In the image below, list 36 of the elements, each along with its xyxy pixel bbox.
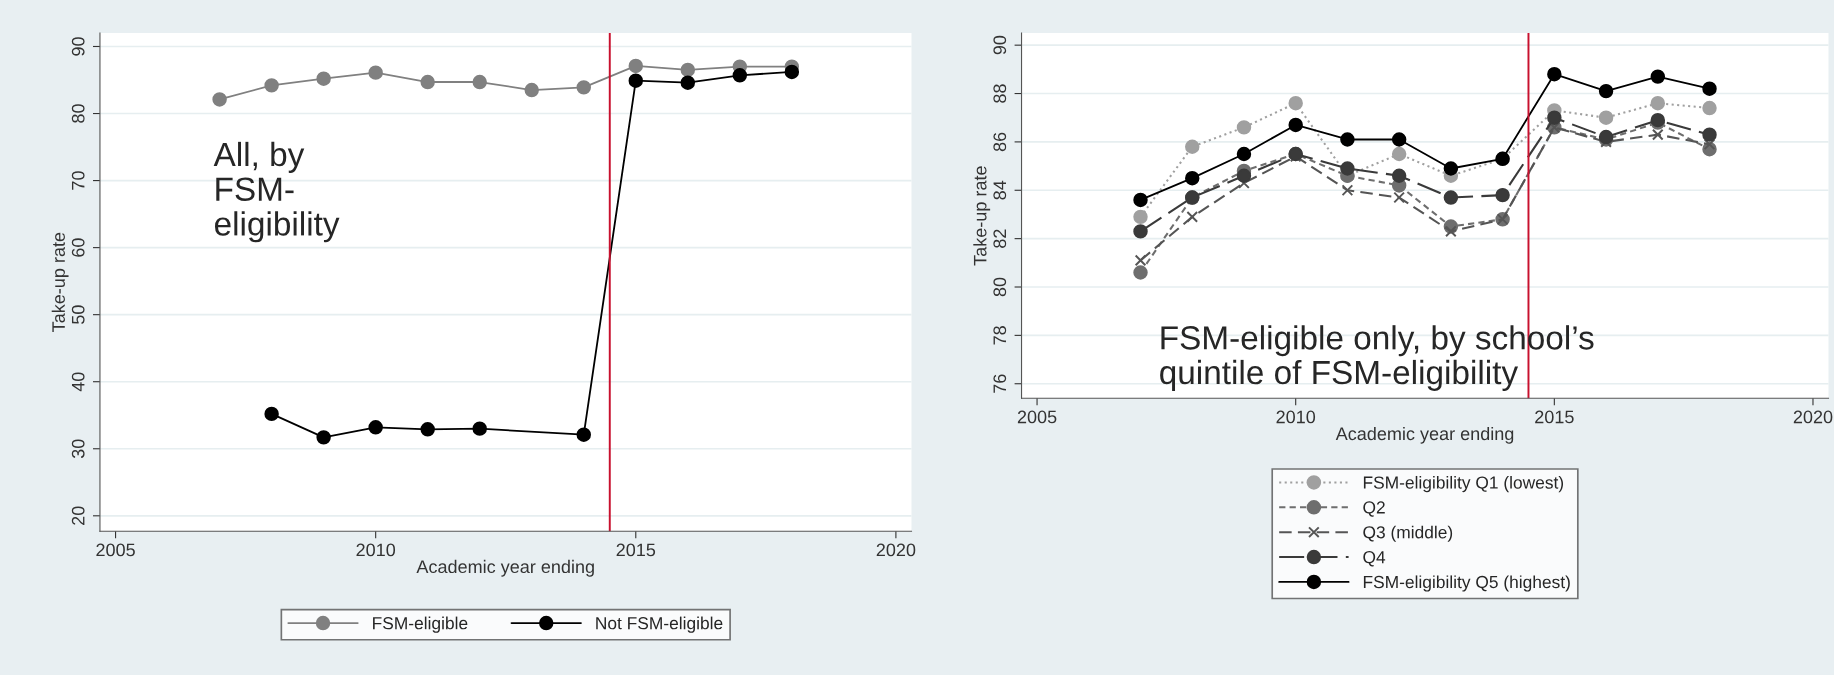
- x-tick-label: 2010: [1276, 410, 1316, 424]
- y-tick-label: 88: [993, 84, 1007, 103]
- x-tick-label: 2005: [1017, 410, 1057, 424]
- x-tick-label: 2015: [1535, 410, 1574, 424]
- y-tick-label: 20: [71, 506, 85, 525]
- y-tick-label: 50: [71, 305, 85, 324]
- y-axis-title: Take-up rate: [51, 232, 69, 332]
- x-tick-label: 2005: [96, 543, 135, 557]
- x-axis-title: Academic year ending: [416, 559, 594, 577]
- y-tick-label: 30: [71, 439, 85, 459]
- y-tick-label: 80: [993, 277, 1007, 297]
- y-tick-label: 80: [71, 104, 85, 123]
- legend-label: Not FSM-eligible: [596, 616, 723, 633]
- y-tick-label: 82: [993, 229, 1007, 248]
- y-tick-label: 76: [993, 374, 1007, 393]
- y-tick-label: 78: [993, 326, 1007, 345]
- y-tick-label: 86: [993, 132, 1007, 152]
- y-tick-label: 40: [71, 372, 85, 392]
- legend-label: FSM-eligibility Q1 (lowest): [1363, 475, 1564, 493]
- x-tick-label: 2015: [616, 543, 656, 557]
- x-tick-label: 2020: [1793, 410, 1833, 424]
- annotation: All, by FSM- eligibility: [213, 141, 340, 243]
- y-axis-title: Take-up rate: [973, 166, 991, 266]
- y-tick-label: 84: [993, 180, 1007, 200]
- legend-label: FSM-eligibility Q5 (highest): [1363, 575, 1570, 592]
- x-tick-label: 2020: [876, 543, 916, 557]
- y-tick-label: 90: [993, 35, 1007, 55]
- y-tick-label: 70: [71, 171, 85, 190]
- legend-label: Q3 (middle): [1363, 525, 1453, 542]
- x-tick-label: 2010: [356, 543, 396, 557]
- legend-label: Q4: [1363, 551, 1386, 567]
- y-tick-label: 90: [71, 37, 85, 56]
- legend-label: Q2: [1363, 501, 1385, 517]
- x-axis-title: Academic year ending: [1335, 426, 1514, 444]
- y-tick-label: 60: [71, 238, 85, 257]
- legend-label: FSM-eligible: [373, 616, 468, 633]
